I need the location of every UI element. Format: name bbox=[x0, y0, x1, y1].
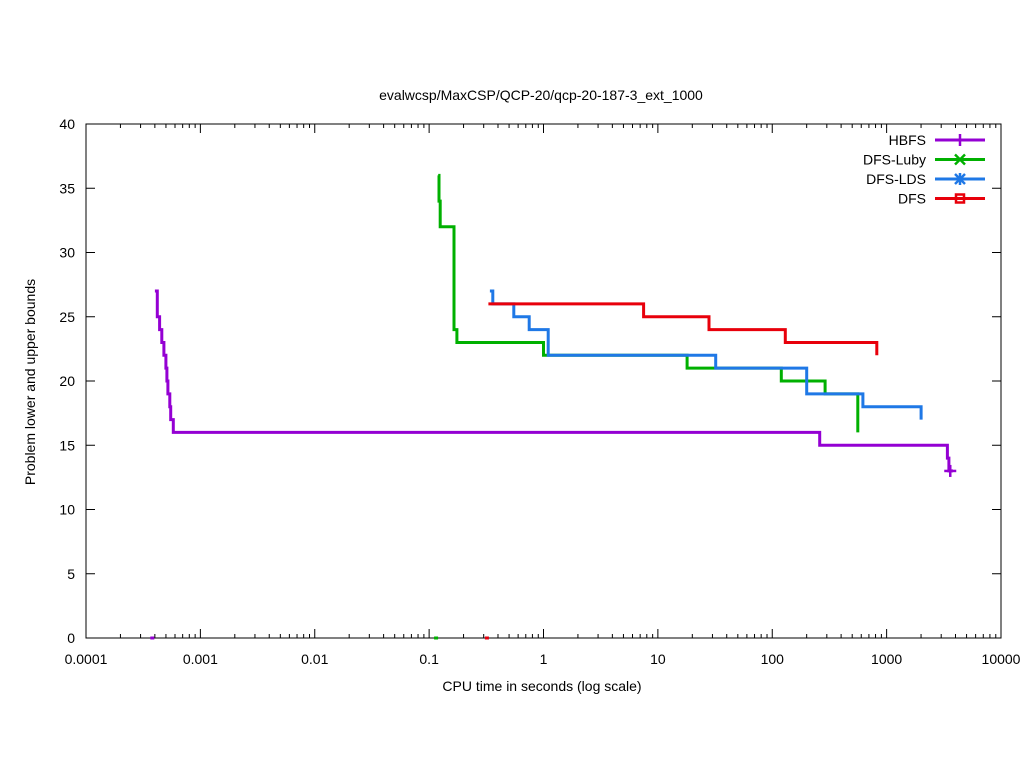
x-tick-label: 10000 bbox=[982, 651, 1021, 667]
x-tick-label: 0.01 bbox=[301, 651, 328, 667]
x-axis-label: CPU time in seconds (log scale) bbox=[442, 678, 641, 694]
series-line-hbfs bbox=[154, 289, 953, 473]
series-line-dfs-luby bbox=[437, 173, 860, 433]
legend-label-dfs-lds: DFS-LDS bbox=[866, 171, 926, 187]
y-tick-label: 20 bbox=[59, 373, 75, 389]
y-tick-label: 35 bbox=[59, 180, 75, 196]
y-tick-label: 25 bbox=[59, 309, 75, 325]
series-line-dfs bbox=[488, 302, 879, 356]
legend-marker-hbfs bbox=[954, 134, 966, 146]
legend-label-dfs-luby: DFS-Luby bbox=[863, 152, 926, 168]
y-tick-label: 30 bbox=[59, 245, 75, 261]
series-layer bbox=[150, 173, 957, 640]
y-tick-label: 40 bbox=[59, 116, 75, 132]
y-tick-label: 0 bbox=[67, 630, 75, 646]
plot-border bbox=[85, 123, 1002, 639]
x-tick-label: 0.1 bbox=[419, 651, 439, 667]
series-end-marker-hbfs bbox=[944, 464, 957, 477]
x-tick-label: 100 bbox=[761, 651, 785, 667]
legend-label-hbfs: HBFS bbox=[889, 132, 926, 148]
legend: HBFS DFS-Luby DFS-LDS DFS bbox=[863, 132, 985, 207]
plot-area bbox=[85, 123, 1002, 639]
y-tick-label: 15 bbox=[59, 437, 75, 453]
y-axis-label: Problem lower and upper bounds bbox=[22, 279, 38, 485]
legend-label-dfs: DFS bbox=[898, 191, 926, 207]
x-tick-label: 0.001 bbox=[183, 651, 218, 667]
chart-title: evalwcsp/MaxCSP/QCP-20/qcp-20-187-3_ext_… bbox=[379, 87, 703, 103]
legend-marker-dfs-luby-d2 bbox=[954, 153, 966, 166]
legend-marker-dfs-box bbox=[954, 193, 966, 204]
y-tick-label: 10 bbox=[59, 502, 75, 518]
legend-marker-dfs-lds bbox=[954, 173, 966, 185]
axis-ticks: 0.0001 0.001 0.01 0.1 1 10 100 1000 10000 0 5 10 15 2… bbox=[59, 116, 1020, 667]
x-tick-label: 1 bbox=[540, 651, 548, 667]
legend-marker-dfs bbox=[954, 193, 966, 204]
y-tick-label: 5 bbox=[67, 566, 75, 582]
legend-marker-dfs-luby bbox=[954, 153, 966, 166]
x-tick-label: 1000 bbox=[871, 651, 902, 667]
x-tick-label: 10 bbox=[650, 651, 666, 667]
x-tick-label: 0.0001 bbox=[65, 651, 108, 667]
